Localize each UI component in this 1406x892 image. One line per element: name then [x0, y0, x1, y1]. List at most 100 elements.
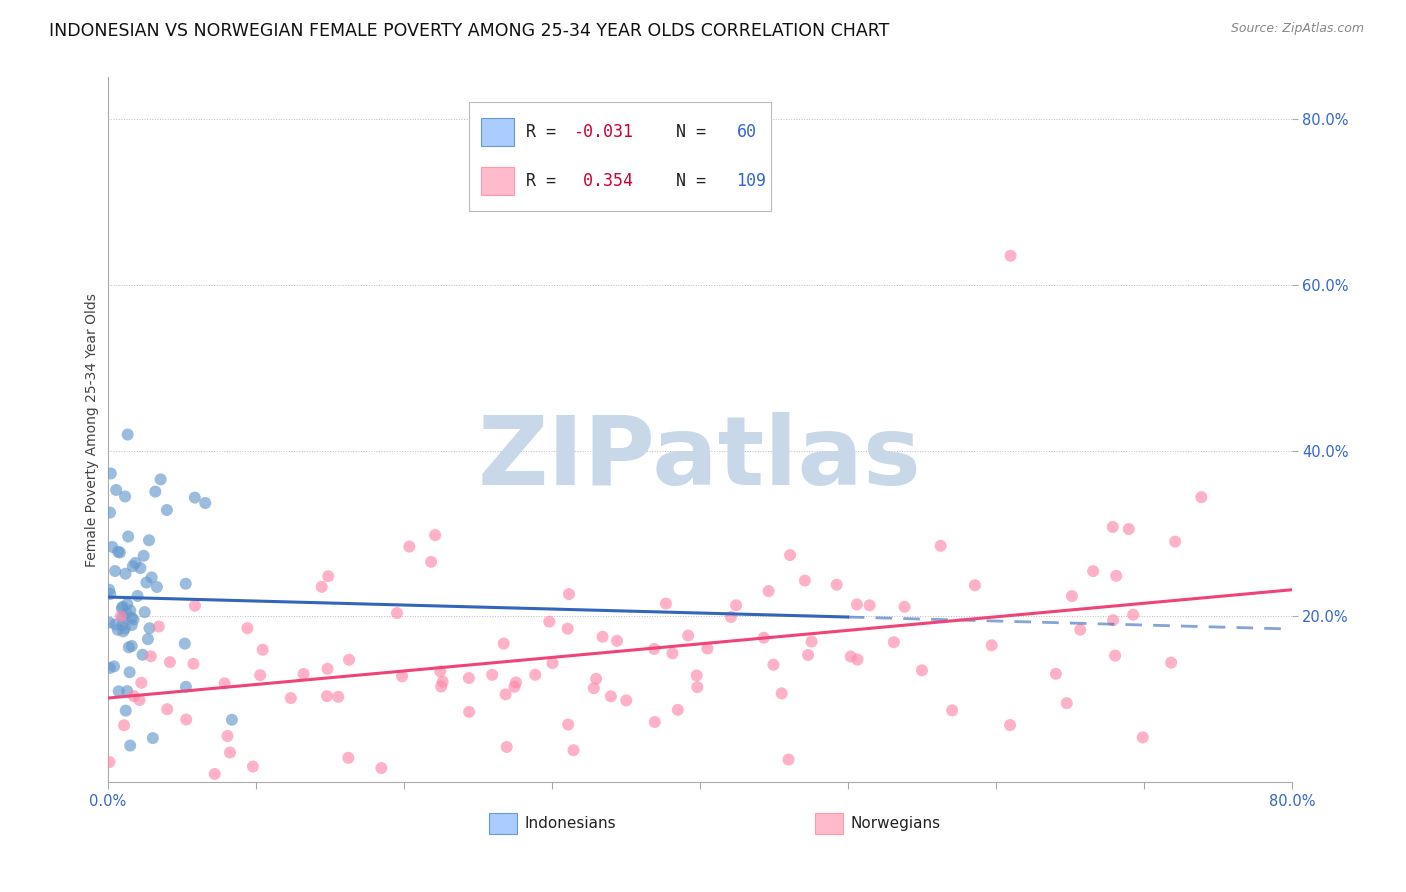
Point: [481, 668, 503, 682]
Point: [184, 491, 207, 505]
FancyBboxPatch shape: [468, 102, 770, 211]
Point: [173, 637, 195, 651]
Text: 60: 60: [737, 123, 756, 141]
Y-axis label: Female Poverty Among 25-34 Year Olds: Female Poverty Among 25-34 Year Olds: [86, 293, 100, 566]
Point: [98, 661, 121, 675]
Point: [644, 714, 666, 729]
Point: [1102, 613, 1125, 627]
Text: Norwegians: Norwegians: [851, 815, 941, 830]
Point: [217, 729, 239, 743]
Text: INDONESIAN VS NORWEGIAN FEMALE POVERTY AMONG 25-34 YEAR OLDS CORRELATION CHART: INDONESIAN VS NORWEGIAN FEMALE POVERTY A…: [49, 22, 890, 40]
Point: [127, 589, 149, 603]
Point: [117, 597, 139, 611]
Point: [557, 622, 579, 636]
Point: [941, 703, 963, 717]
Point: [98, 582, 121, 597]
Point: [156, 503, 179, 517]
Point: [582, 681, 605, 696]
Point: [558, 587, 581, 601]
Point: [194, 496, 217, 510]
Point: [770, 686, 793, 700]
Point: [148, 619, 170, 633]
Point: [492, 637, 515, 651]
Point: [98, 755, 121, 769]
Point: [156, 702, 179, 716]
Point: [495, 687, 517, 701]
Point: [391, 669, 413, 683]
Point: [893, 599, 915, 614]
Point: [599, 690, 621, 704]
Point: [101, 540, 124, 554]
Point: [184, 599, 207, 613]
Point: [725, 599, 748, 613]
Point: [1164, 534, 1187, 549]
Point: [108, 545, 131, 559]
Point: [118, 640, 141, 655]
Point: [1060, 589, 1083, 603]
Point: [100, 467, 122, 481]
Point: [122, 613, 145, 627]
Point: [103, 659, 125, 673]
Point: [107, 545, 129, 559]
Point: [762, 657, 785, 672]
Point: [316, 689, 339, 703]
Point: [159, 655, 181, 669]
Point: [138, 533, 160, 548]
Point: [458, 705, 481, 719]
Point: [800, 634, 823, 648]
FancyBboxPatch shape: [481, 167, 513, 195]
Point: [457, 671, 479, 685]
Point: [107, 684, 129, 698]
Point: [141, 570, 163, 584]
Point: [104, 617, 127, 632]
Point: [242, 759, 264, 773]
FancyBboxPatch shape: [814, 813, 844, 834]
Point: [174, 576, 197, 591]
Point: [1101, 520, 1123, 534]
Point: [1000, 249, 1022, 263]
Point: [592, 630, 614, 644]
Point: [825, 578, 848, 592]
Text: Source: ZipAtlas.com: Source: ZipAtlas.com: [1230, 22, 1364, 36]
Point: [797, 648, 820, 662]
Point: [121, 639, 143, 653]
Point: [121, 559, 143, 574]
Point: [112, 718, 135, 732]
Point: [111, 599, 134, 614]
Point: [845, 598, 868, 612]
Point: [114, 566, 136, 581]
Point: [117, 427, 139, 442]
Point: [292, 667, 315, 681]
Point: [685, 668, 707, 682]
Point: [149, 472, 172, 486]
Text: N =: N =: [655, 172, 716, 190]
Point: [524, 667, 547, 681]
Point: [117, 529, 139, 543]
Point: [183, 657, 205, 671]
Point: [221, 713, 243, 727]
Point: [121, 618, 143, 632]
Point: [752, 631, 775, 645]
Point: [1045, 666, 1067, 681]
Point: [174, 713, 197, 727]
Point: [121, 611, 143, 625]
Point: [120, 739, 142, 753]
Point: [614, 693, 637, 707]
Point: [146, 580, 169, 594]
Point: [136, 632, 159, 647]
Point: [114, 704, 136, 718]
Point: [541, 656, 564, 670]
Point: [337, 653, 360, 667]
Point: [676, 628, 699, 642]
Point: [998, 718, 1021, 732]
Point: [1122, 607, 1144, 622]
Point: [114, 490, 136, 504]
Point: [839, 649, 862, 664]
Point: [112, 624, 135, 639]
Text: ZIPatlas: ZIPatlas: [478, 411, 922, 505]
Point: [214, 676, 236, 690]
Point: [131, 675, 153, 690]
Point: [495, 739, 517, 754]
Point: [124, 556, 146, 570]
Text: 0.354: 0.354: [574, 172, 633, 190]
